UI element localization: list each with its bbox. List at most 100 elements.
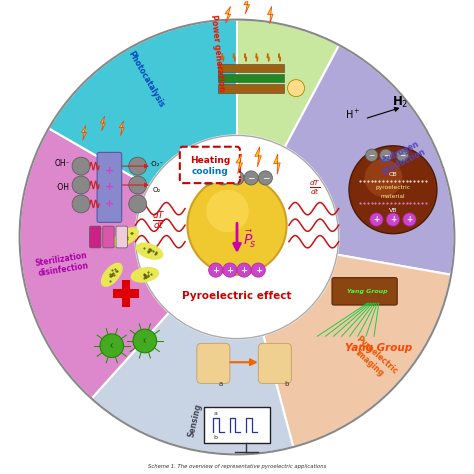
Circle shape [209,263,223,277]
Circle shape [216,171,230,185]
Polygon shape [131,268,158,282]
Circle shape [237,263,251,277]
Text: b: b [214,435,218,440]
Circle shape [288,80,305,97]
Text: pyroelectric: pyroelectric [375,185,410,190]
Text: a: a [214,411,218,416]
Circle shape [129,176,147,194]
Text: −: − [219,173,227,182]
Circle shape [206,190,249,232]
Wedge shape [19,128,169,399]
Bar [218,84,284,93]
Circle shape [365,159,402,197]
Circle shape [244,171,258,185]
Text: O₂: O₂ [153,187,161,193]
Text: −: − [262,173,269,182]
Circle shape [386,213,400,226]
Text: Pyroelectric effect: Pyroelectric effect [182,291,292,301]
Text: ·OH: ·OH [55,183,69,192]
Text: CB: CB [389,172,397,177]
Text: −: − [205,173,212,182]
Text: OH⁻: OH⁻ [55,159,70,168]
Bar [113,289,139,298]
Bar [218,74,284,82]
Text: +: + [105,166,114,176]
Text: +: + [227,265,233,274]
Text: $\frac{dT}{dt}$: $\frac{dT}{dt}$ [309,178,321,197]
Polygon shape [225,6,231,23]
Circle shape [136,136,338,338]
Text: material: material [381,194,405,200]
Circle shape [72,195,90,213]
Circle shape [365,149,378,161]
Polygon shape [100,116,105,131]
Text: VB: VB [389,208,397,212]
Text: +: + [255,265,262,274]
Polygon shape [114,228,138,246]
Polygon shape [267,6,273,24]
Text: +: + [105,182,114,192]
Text: −: − [247,173,255,182]
Circle shape [396,149,409,161]
Circle shape [129,195,147,213]
Circle shape [403,213,416,226]
Text: +: + [390,215,396,224]
Text: $\frac{dT}{dt}$: $\frac{dT}{dt}$ [152,210,166,231]
Text: +: + [212,265,219,274]
Text: +: + [105,199,114,209]
Wedge shape [49,19,237,186]
Text: +: + [241,265,247,274]
Text: −: − [368,151,375,160]
Polygon shape [255,147,261,167]
Text: Scheme 1. The overview of representative pyroelectric applications: Scheme 1. The overview of representative… [148,464,326,469]
FancyBboxPatch shape [97,153,122,222]
Circle shape [72,157,90,175]
Text: cooling: cooling [191,167,228,176]
Text: Heating: Heating [190,156,230,165]
Polygon shape [244,0,249,14]
Wedge shape [285,45,455,275]
FancyBboxPatch shape [197,343,230,383]
FancyBboxPatch shape [90,226,101,248]
Polygon shape [82,126,86,140]
Circle shape [230,171,244,185]
Text: −: − [383,151,389,160]
Text: Sterilization
disinfection: Sterilization disinfection [35,251,90,278]
Circle shape [380,149,392,161]
Text: $\vec{P}_{\!s}$: $\vec{P}_{\!s}$ [243,229,256,250]
Text: b: b [284,381,289,386]
Polygon shape [101,264,122,286]
Wedge shape [91,312,293,455]
Circle shape [72,176,90,194]
Text: Sensing: Sensing [186,403,203,438]
Text: Hydrogen
production: Hydrogen production [375,138,427,176]
FancyBboxPatch shape [103,226,114,248]
Circle shape [258,171,273,185]
Text: Power generation: Power generation [209,14,226,92]
Text: −: − [399,151,406,160]
Text: Yang Group: Yang Group [345,343,412,353]
Text: +: + [406,215,413,224]
Polygon shape [236,154,243,173]
Circle shape [100,334,124,357]
Text: ·O₂⁻: ·O₂⁻ [149,161,164,167]
FancyBboxPatch shape [180,147,240,183]
Text: +: + [374,215,380,224]
Circle shape [251,263,265,277]
FancyBboxPatch shape [332,278,397,305]
Polygon shape [137,243,163,259]
Circle shape [370,213,383,226]
Text: a: a [219,381,223,386]
Bar [121,281,130,307]
Circle shape [349,146,437,234]
FancyBboxPatch shape [116,226,128,248]
Wedge shape [97,19,339,159]
Text: −: − [233,173,241,182]
Text: Photocatalysis: Photocatalysis [126,49,165,109]
Text: :(: :( [110,343,114,348]
Circle shape [129,157,147,175]
FancyBboxPatch shape [258,343,292,383]
Circle shape [201,171,216,185]
Text: H$^+$: H$^+$ [345,108,361,121]
Bar [218,64,284,72]
